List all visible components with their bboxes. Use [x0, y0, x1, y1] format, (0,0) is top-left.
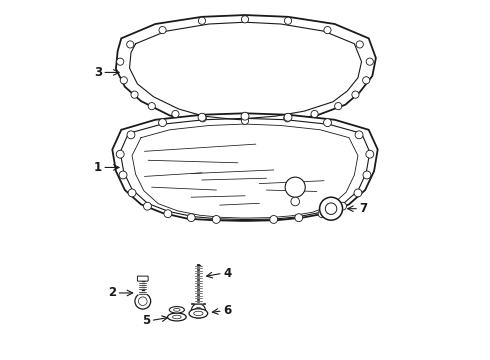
Circle shape: [366, 150, 374, 158]
Circle shape: [117, 58, 124, 65]
FancyBboxPatch shape: [137, 276, 148, 281]
Circle shape: [284, 115, 291, 122]
Circle shape: [212, 216, 220, 224]
Circle shape: [172, 111, 179, 118]
Circle shape: [285, 177, 305, 197]
Circle shape: [366, 58, 373, 65]
Ellipse shape: [168, 313, 186, 321]
Circle shape: [335, 103, 342, 110]
Polygon shape: [116, 15, 376, 126]
Circle shape: [191, 304, 205, 318]
Circle shape: [187, 214, 195, 222]
Circle shape: [242, 16, 248, 23]
Circle shape: [352, 91, 359, 98]
Circle shape: [198, 113, 206, 121]
Circle shape: [284, 113, 292, 121]
Text: 3: 3: [94, 66, 102, 79]
Text: 5: 5: [142, 314, 150, 327]
Circle shape: [199, 115, 206, 122]
Circle shape: [139, 297, 147, 306]
Circle shape: [144, 202, 151, 210]
Circle shape: [135, 293, 151, 309]
Circle shape: [242, 117, 248, 125]
Circle shape: [355, 131, 363, 139]
Circle shape: [195, 307, 202, 315]
Circle shape: [241, 112, 249, 120]
Circle shape: [291, 197, 299, 206]
Circle shape: [119, 171, 127, 179]
Circle shape: [116, 150, 124, 158]
Ellipse shape: [173, 309, 180, 311]
Circle shape: [128, 189, 136, 197]
Circle shape: [363, 77, 370, 84]
Circle shape: [323, 119, 331, 127]
Circle shape: [270, 216, 278, 224]
Circle shape: [127, 131, 135, 139]
Circle shape: [319, 197, 343, 220]
Circle shape: [325, 203, 337, 215]
Circle shape: [363, 171, 371, 179]
Polygon shape: [112, 113, 378, 221]
Circle shape: [164, 210, 172, 218]
Circle shape: [295, 214, 303, 222]
Text: 1: 1: [94, 161, 102, 174]
Text: 4: 4: [223, 267, 231, 280]
Circle shape: [126, 41, 134, 48]
Circle shape: [159, 27, 166, 34]
Circle shape: [339, 202, 346, 210]
Circle shape: [148, 103, 155, 110]
Circle shape: [311, 111, 318, 118]
Circle shape: [120, 77, 127, 84]
Circle shape: [324, 27, 331, 34]
Text: 7: 7: [359, 202, 368, 215]
Circle shape: [318, 210, 326, 218]
Ellipse shape: [170, 307, 184, 313]
Circle shape: [198, 17, 205, 24]
Ellipse shape: [189, 309, 208, 318]
Text: 2: 2: [108, 287, 117, 300]
Text: 6: 6: [223, 305, 231, 318]
Circle shape: [356, 41, 364, 48]
Circle shape: [354, 189, 362, 197]
Circle shape: [285, 17, 292, 24]
Ellipse shape: [172, 315, 181, 319]
Circle shape: [131, 91, 138, 98]
Ellipse shape: [194, 311, 203, 316]
Circle shape: [159, 119, 167, 127]
